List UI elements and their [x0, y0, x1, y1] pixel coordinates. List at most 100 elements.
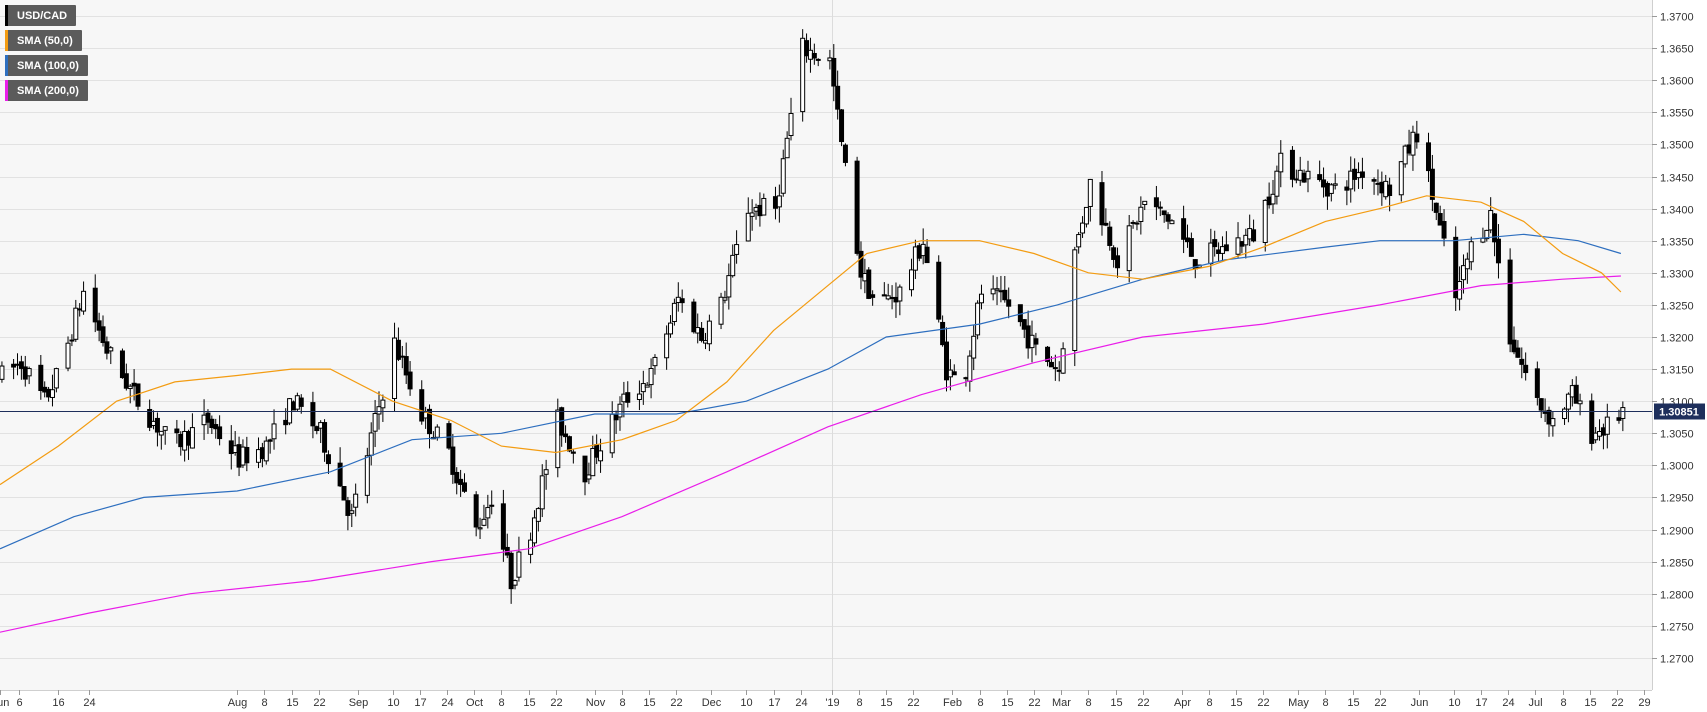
- candle: [1328, 183, 1334, 202]
- candle: [570, 448, 576, 464]
- candle-body: [706, 320, 712, 345]
- candle-body: [726, 275, 732, 298]
- legend-item-sma-200[interactable]: SMA (200,0): [5, 80, 88, 101]
- candle: [298, 394, 304, 414]
- candle: [376, 391, 382, 430]
- candle-body: [815, 58, 821, 61]
- candle-body: [570, 451, 576, 454]
- candle: [1076, 232, 1082, 254]
- candle: [648, 358, 654, 399]
- candle-body: [1076, 234, 1082, 248]
- candle: [943, 327, 949, 392]
- candle-body: [263, 440, 269, 462]
- candle-body: [209, 418, 215, 429]
- candle-body: [380, 399, 386, 409]
- candle: [1153, 185, 1159, 221]
- candle-body: [590, 447, 596, 477]
- candle: [726, 263, 732, 310]
- x-tick-label: 22: [1611, 697, 1623, 709]
- candle-body: [668, 322, 674, 335]
- candle-body: [1278, 152, 1284, 173]
- candle-body: [1507, 259, 1513, 345]
- candle-body: [691, 301, 697, 333]
- candle: [784, 131, 790, 159]
- y-tick-label: 1.3550: [1660, 108, 1694, 120]
- x-tick-label: 24: [441, 697, 453, 709]
- candle-body: [147, 408, 153, 428]
- candle: [644, 382, 650, 388]
- candle: [1562, 407, 1568, 425]
- candle: [788, 97, 794, 141]
- candle: [1289, 146, 1295, 188]
- candle: [909, 258, 915, 297]
- candle-body: [395, 339, 401, 360]
- candle: [990, 275, 996, 301]
- candle: [835, 70, 841, 120]
- candle-body: [372, 413, 378, 432]
- x-tick-label: Jul: [1528, 697, 1542, 709]
- candle-body: [1289, 149, 1295, 180]
- candle: [1021, 319, 1027, 339]
- candle: [800, 29, 806, 122]
- candle-body: [870, 294, 876, 298]
- x-tick-label: 8: [977, 697, 983, 709]
- candle: [1072, 246, 1078, 367]
- candle: [158, 430, 164, 450]
- candle-body: [788, 112, 794, 137]
- x-tick-label: 15: [1347, 697, 1359, 709]
- x-tick-label: 8: [261, 697, 267, 709]
- candle: [815, 58, 821, 67]
- candle-body: [1317, 174, 1323, 181]
- candle: [1099, 171, 1105, 236]
- y-tick-label: 1.2950: [1660, 493, 1694, 505]
- candle: [563, 425, 569, 443]
- candle-body: [1243, 234, 1249, 246]
- candle-body: [1157, 206, 1163, 209]
- candle: [940, 315, 946, 347]
- candle: [1052, 354, 1058, 381]
- x-tick-label: 8: [1560, 697, 1566, 709]
- legend-label-sma-200: SMA (200,0): [17, 84, 79, 97]
- candle: [263, 436, 269, 465]
- candle-body: [1080, 222, 1086, 234]
- candle: [407, 361, 413, 396]
- candle: [127, 384, 133, 404]
- candle: [1251, 219, 1257, 243]
- candle: [1507, 248, 1513, 353]
- candle-body: [936, 261, 942, 320]
- candle-body: [909, 269, 915, 291]
- candle-body: [1142, 200, 1148, 206]
- candle: [53, 367, 59, 393]
- candle-body: [73, 307, 79, 340]
- candle: [1441, 209, 1447, 247]
- candle: [586, 462, 592, 485]
- candle-body: [1511, 339, 1517, 353]
- candle: [718, 292, 724, 330]
- candle: [1138, 196, 1144, 235]
- legend-item-sma-50[interactable]: SMA (50,0): [5, 30, 82, 51]
- candle: [1460, 254, 1466, 294]
- candle-body: [1398, 161, 1404, 196]
- candle-body: [325, 454, 331, 465]
- candle: [1161, 210, 1167, 223]
- candle: [174, 419, 180, 444]
- candle-body: [1429, 168, 1435, 200]
- candle-body: [784, 137, 790, 159]
- candle-body: [943, 341, 949, 381]
- legend-item-sma-100[interactable]: SMA (100,0): [5, 55, 88, 76]
- x-tick-label: '19: [825, 697, 839, 709]
- candle-body: [563, 433, 569, 438]
- candle: [1126, 214, 1132, 283]
- candle-body: [322, 422, 328, 453]
- candle: [811, 43, 817, 65]
- candle-body: [489, 504, 495, 507]
- candle-body: [0, 365, 5, 380]
- candle: [1270, 179, 1276, 214]
- legend-item-usdcad[interactable]: USD/CAD: [5, 5, 77, 26]
- candle-body: [699, 327, 705, 341]
- candle-body: [640, 383, 646, 393]
- x-tick-label: 22: [550, 697, 562, 709]
- candle-body: [1270, 193, 1276, 205]
- candle: [1515, 340, 1521, 358]
- candle-body: [1425, 142, 1431, 172]
